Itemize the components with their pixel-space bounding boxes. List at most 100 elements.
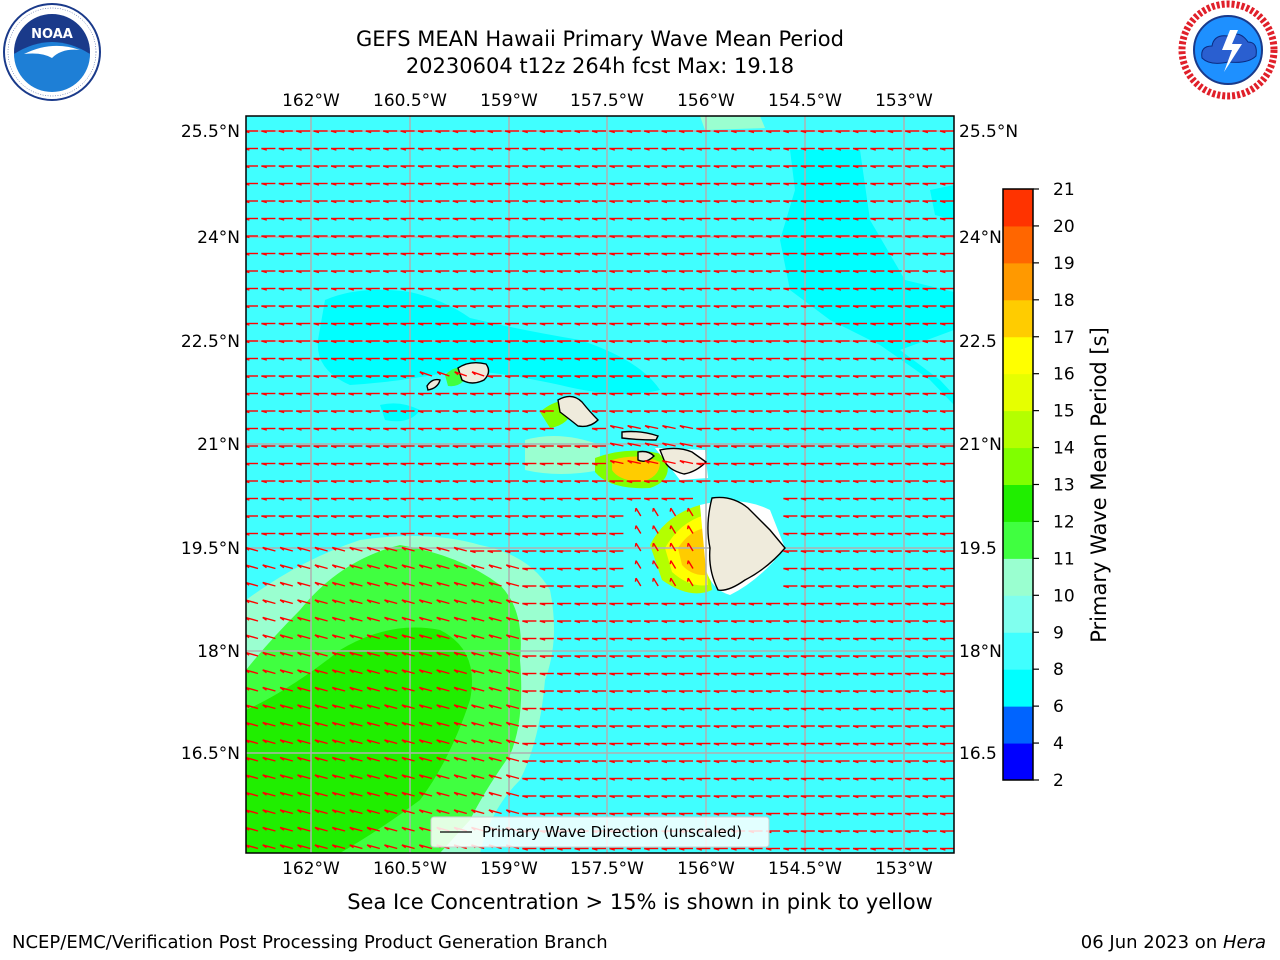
wave-arrow [278,165,293,169]
wave-arrow [488,756,502,762]
wave-arrow [887,812,902,816]
wave-arrow [487,270,502,274]
wave-arrow [522,410,537,414]
wave-arrow [731,392,746,396]
wave-arrow [800,602,815,606]
wave-arrow [279,669,293,675]
wave-arrow [279,634,293,640]
wave-arrow [852,357,867,361]
wave-arrow [939,847,954,851]
wave-arrow [852,620,867,624]
wave-arrow [835,357,850,361]
wave-arrow [922,217,937,221]
wave-arrow [591,165,606,169]
wave-arrow [401,721,415,727]
wave-arrow [661,742,676,746]
wave-arrow [418,564,433,570]
wave-arrow [417,252,432,256]
wave-arrow [452,235,467,239]
wave-arrow [470,322,485,326]
wave-arrow [696,340,711,344]
wave-arrow [591,217,606,221]
wave-arrow [435,322,450,326]
wave-arrow [661,200,676,204]
wave-arrow [557,392,572,396]
wave-arrow [557,357,572,361]
wave-arrow [417,392,432,396]
lon-tick-label: 159°W [480,859,538,879]
colorbar-tick-label: 6 [1053,697,1064,717]
wave-arrow [731,812,746,816]
wave-arrow [626,742,641,746]
wave-arrow [488,791,502,797]
wave-arrow [696,235,711,239]
wave-arrow [330,427,345,431]
wave-arrow [800,830,815,834]
wave-arrow [765,322,780,326]
wave-arrow [471,686,485,692]
wave-arrow [678,200,693,204]
wave-arrow [731,217,746,221]
wave-arrow [330,462,345,466]
wave-arrow [591,392,606,396]
wave-arrow [262,686,276,692]
wave-arrow [939,567,954,571]
wave-arrow [314,546,328,552]
wave-arrow [539,305,554,309]
wave-arrow [435,305,450,309]
wave-arrow [417,130,432,134]
wave-arrow [887,515,902,519]
wave-arrow [800,707,815,711]
wave-arrow [626,725,641,729]
wave-arrow [713,795,728,799]
wave-arrow [609,602,624,606]
wave-arrow [246,739,259,745]
wave-arrow [765,602,780,606]
lat-tick-label-right: 18°N [959,642,1002,662]
wave-arrow [783,515,798,519]
wave-arrow [713,340,728,344]
wave-arrow [296,217,311,221]
wave-arrow [591,795,606,799]
wave-arrow [835,182,850,186]
wave-arrow [731,270,746,274]
wave-arrow [852,200,867,204]
wave-arrow [783,217,798,221]
wave-arrow [835,847,850,851]
wave-arrow [661,287,676,291]
wave-arrow [661,305,676,309]
wave-arrow [331,634,346,640]
wave-arrow [384,616,398,622]
wave-arrow [696,270,711,274]
wave-arrow [870,375,885,379]
wave-arrow [314,634,328,640]
wave-arrow [384,651,398,657]
wave-arrow [330,252,345,256]
wave-arrow [800,287,815,291]
wave-arrow [748,707,763,711]
wave-arrow [765,217,780,221]
wave-arrow [818,777,833,781]
wave-arrow [905,620,920,624]
wave-arrow [748,742,763,746]
wave-arrow [522,200,537,204]
wave-arrow [939,287,954,291]
wave-arrow [783,165,798,169]
wave-arrow [488,686,502,692]
wave-arrow [331,739,346,745]
lon-tick-label: 153°W [875,91,933,111]
wave-arrow [678,270,693,274]
wave-arrow [939,550,954,554]
wave-arrow [400,200,415,204]
wave-arrow [488,669,502,675]
wave-arrow [870,305,885,309]
wave-arrow [887,165,902,169]
wave-arrow [939,585,954,589]
wave-arrow [452,252,467,256]
wave-arrow [696,200,711,204]
wave-arrow [835,462,850,466]
wave-arrow [887,550,902,554]
wave-arrow [748,847,763,851]
wave-arrow [800,567,815,571]
lon-tick-label: 160.5°W [373,91,447,111]
